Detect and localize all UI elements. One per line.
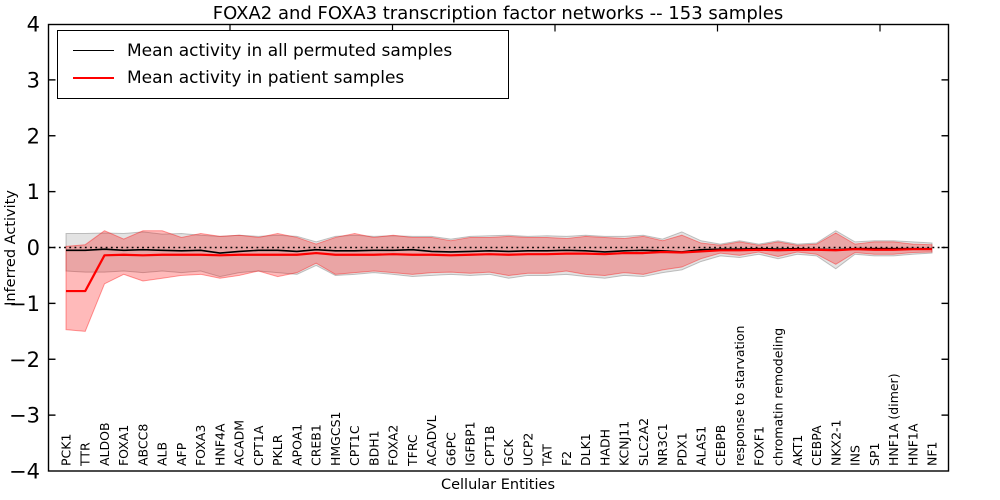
legend-line-patient-icon	[73, 76, 114, 79]
legend-label-patient: Mean activity in patient samples	[127, 67, 405, 88]
entity-tick-label: ALAS1	[694, 426, 709, 466]
entity-tick-label: ACADVL	[424, 415, 439, 466]
entity-tick-label: CPT1B	[482, 426, 497, 466]
y-tick-label: 4	[27, 13, 40, 37]
entity-tick-label: CPT1A	[251, 425, 266, 466]
y-tick-label: −3	[9, 404, 40, 428]
entity-tick-label: HADH	[597, 429, 612, 466]
entity-tick-label: TAT	[540, 444, 555, 467]
entity-tick-label: HNF1A (dimer)	[886, 373, 901, 466]
entity-tick-label: ALB	[155, 442, 170, 466]
entity-tick-label: TTR	[78, 442, 93, 467]
legend-line-permuted-icon	[73, 50, 114, 51]
entity-tick-label: IGFBP1	[463, 421, 478, 466]
entity-tick-label: ALDOB	[97, 422, 112, 466]
permuted-mean-line	[66, 247, 932, 254]
entity-tick-label: NF1	[925, 442, 940, 467]
entity-tick-label: FOXF1	[751, 426, 766, 466]
entity-tick-label: F2	[559, 451, 574, 466]
y-tick-label: −4	[9, 460, 40, 484]
legend-item-permuted: Mean activity in all permuted samples	[58, 37, 508, 64]
y-tick-label: 2	[27, 124, 40, 148]
y-tick-label: 1	[27, 180, 40, 204]
y-tick-label: −2	[9, 348, 40, 372]
entity-tick-label: KCNJ11	[617, 421, 632, 466]
entity-tick-label: FOXA3	[193, 425, 208, 466]
entity-tick-label: FOXA1	[116, 425, 131, 466]
entity-tick-label: GCK	[501, 439, 516, 466]
entity-tick-label: APOA1	[289, 424, 304, 466]
entity-tick-label: HNF4A	[212, 423, 227, 466]
legend-label-permuted: Mean activity in all permuted samples	[127, 40, 453, 61]
entity-tick-label: NKX2-1	[828, 419, 843, 466]
patient-mean-line	[66, 248, 932, 293]
entity-tick-label: AKT1	[790, 435, 805, 466]
entity-tick-label: HNF1A	[905, 423, 920, 466]
legend: Mean activity in all permuted samples Me…	[57, 30, 509, 99]
y-tick-label: −1	[9, 292, 40, 316]
entity-tick-label: CREB1	[309, 424, 324, 466]
entity-tick-label: NR3C1	[655, 423, 670, 466]
entity-tick-label: CPT1C	[347, 425, 362, 466]
patient-std-band	[65, 230, 933, 332]
entity-tick-label: chromatin remodeling	[771, 328, 786, 466]
entity-tick-label: HMGCS1	[328, 412, 343, 467]
legend-item-patient: Mean activity in patient samples	[58, 64, 508, 91]
y-tick-label: 3	[27, 68, 40, 92]
entity-tick-label: BDH1	[366, 430, 381, 466]
entity-tick-label: ACADM	[232, 420, 247, 466]
entity-tick-label: DLK1	[578, 433, 593, 466]
entity-tick-label: response to starvation	[732, 326, 747, 467]
entity-tick-label: PCK1	[59, 434, 74, 466]
entity-tick-label: AFP	[174, 442, 189, 466]
entity-tick-label: INS	[848, 445, 863, 466]
entity-tick-label: TFRC	[405, 434, 420, 467]
entity-tick-label: UCP2	[520, 433, 535, 466]
entity-tick-label: SP1	[867, 443, 882, 466]
entity-tick-label: ABCC8	[135, 424, 150, 466]
entity-tick-label: CEBPA	[809, 425, 824, 466]
y-tick-label: 0	[27, 236, 40, 260]
entity-tick-label: CEBPB	[713, 425, 728, 466]
entity-tick-label: PDX1	[674, 432, 689, 466]
entity-tick-label: SLC2A2	[636, 418, 651, 466]
chart-title: FOXA2 and FOXA3 transcription factor net…	[212, 3, 784, 24]
entity-tick-label: FOXA2	[386, 425, 401, 466]
entity-tick-label: G6PC	[443, 432, 458, 466]
entity-tick-label: PKLR	[270, 434, 285, 466]
x-axis-label: Cellular Entities	[440, 477, 556, 493]
